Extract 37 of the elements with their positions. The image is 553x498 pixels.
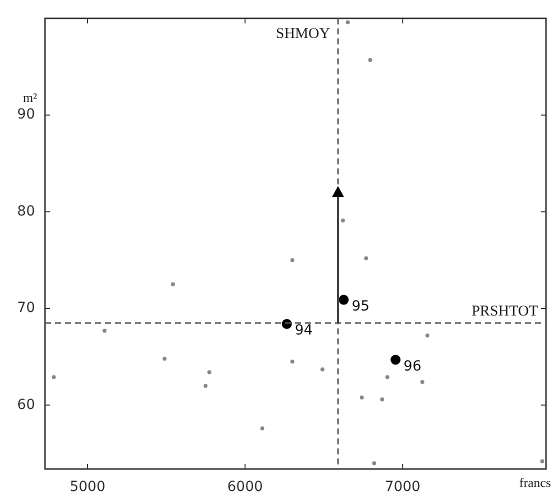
x-axis-title: francs <box>519 474 551 490</box>
annotation: 96 <box>404 358 422 374</box>
point <box>102 328 107 333</box>
point <box>260 426 264 430</box>
point <box>368 58 372 62</box>
point <box>390 354 401 365</box>
x-tick-label: 6000 <box>227 479 263 496</box>
y-tick-label: 80 <box>17 203 35 220</box>
point <box>338 294 349 305</box>
point <box>290 360 294 364</box>
point <box>340 218 345 222</box>
point <box>320 367 324 372</box>
point <box>207 370 212 374</box>
y-tick-label: 90 <box>17 106 35 123</box>
point <box>204 384 208 388</box>
point <box>170 282 175 286</box>
point <box>52 375 56 380</box>
x-tick-label: 5000 <box>70 479 106 496</box>
annotation: 94 <box>294 322 313 339</box>
point <box>372 461 376 466</box>
point <box>346 20 350 24</box>
point <box>364 256 368 260</box>
point <box>540 459 544 464</box>
point <box>162 356 167 361</box>
x-tick-label: 7000 <box>384 479 420 496</box>
y-axis-title: m² <box>22 90 38 106</box>
point <box>385 375 390 380</box>
y-tick-label: 70 <box>17 300 35 316</box>
point <box>420 380 424 384</box>
point <box>360 395 364 400</box>
ref-line-label: SHMOY <box>276 26 330 42</box>
y-tick-label: 60 <box>17 396 35 413</box>
point <box>290 258 294 262</box>
point <box>380 397 384 402</box>
ref-line-label: PRSHTOT <box>472 303 538 320</box>
annotation: 95 <box>352 298 370 314</box>
point <box>425 334 430 338</box>
